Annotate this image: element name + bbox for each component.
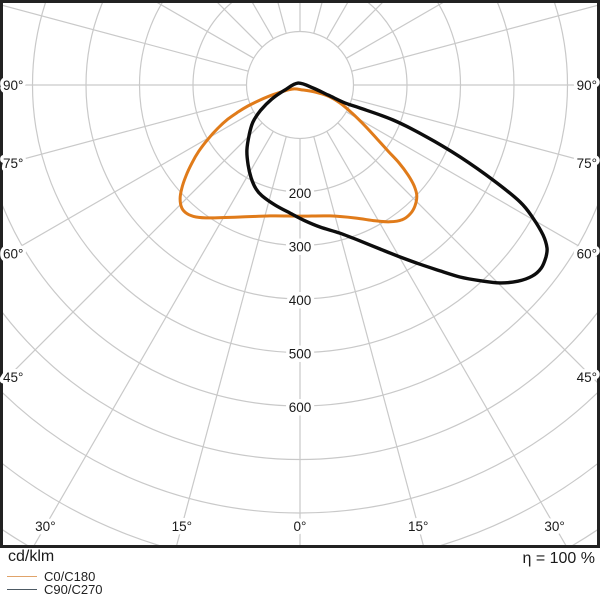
- grid-ray: [176, 136, 287, 545]
- radial-tick-label: 200: [289, 186, 312, 201]
- grid-ray: [337, 122, 597, 383]
- grid-ray: [326, 131, 567, 545]
- angle-label-bottom: 30°: [35, 519, 55, 534]
- units-label: cd/klm: [8, 548, 55, 565]
- angle-label-bottom: 0°: [294, 519, 307, 534]
- polar-grid: [3, 3, 597, 545]
- grid-ring: [245, 30, 355, 140]
- radial-tick-label: 300: [289, 240, 312, 255]
- grid-ray: [33, 130, 274, 545]
- curve-c0-c180: [178, 87, 419, 224]
- grid-ray: [313, 136, 424, 545]
- curve-c90-c270: [245, 81, 549, 285]
- legend-label-c0-c180: C0/C180: [44, 569, 96, 584]
- legend-label-c90-c270: C90/C270: [44, 582, 103, 597]
- efficiency-label: η = 100 %: [522, 550, 596, 567]
- radial-tick-label: 400: [289, 293, 312, 308]
- legend-line-c0-c180-icon: [7, 576, 37, 577]
- polar-chart-canvas: 200 300 400 500 600 30° 15° 0° 15° 30° 90° 90° 75° 75…: [0, 0, 600, 548]
- grid-ray: [3, 98, 249, 166]
- angle-label-left: 45°: [3, 370, 23, 385]
- angle-label-right: 45°: [577, 370, 597, 385]
- angle-label-left: 60°: [3, 247, 23, 262]
- radial-tick-label: 500: [289, 347, 312, 362]
- angle-label-left: 90°: [3, 78, 23, 93]
- angle-label-left: 75°: [3, 156, 23, 171]
- grid-ray: [346, 3, 444, 59]
- grid-ray: [3, 122, 263, 383]
- legend-item-c90-c270: C90/C270: [7, 583, 103, 596]
- grid-ray: [351, 98, 597, 166]
- angle-label-bottom: 30°: [544, 519, 564, 534]
- angle-label-right: 90°: [577, 78, 597, 93]
- grid-ray: [156, 3, 254, 59]
- legend-item-c0-c180: C0/C180: [7, 570, 95, 583]
- angle-label-bottom: 15°: [172, 519, 192, 534]
- legend-line-c90-c270-icon: [7, 589, 37, 590]
- angle-label-right: 75°: [577, 156, 597, 171]
- grid-ray: [3, 111, 254, 258]
- radial-tick-label: 600: [289, 400, 312, 415]
- angle-label-right: 60°: [577, 247, 597, 262]
- angle-label-bottom: 15°: [408, 519, 428, 534]
- grid-ray: [351, 4, 597, 72]
- plot-border: [0, 0, 600, 548]
- grid-ray: [3, 4, 249, 72]
- grid-ray: [346, 111, 597, 258]
- grid-ray: [326, 3, 349, 39]
- chart-footer: cd/klm η = 100 % C0/C180 C90/C270: [0, 548, 600, 600]
- grid-ray: [251, 3, 274, 40]
